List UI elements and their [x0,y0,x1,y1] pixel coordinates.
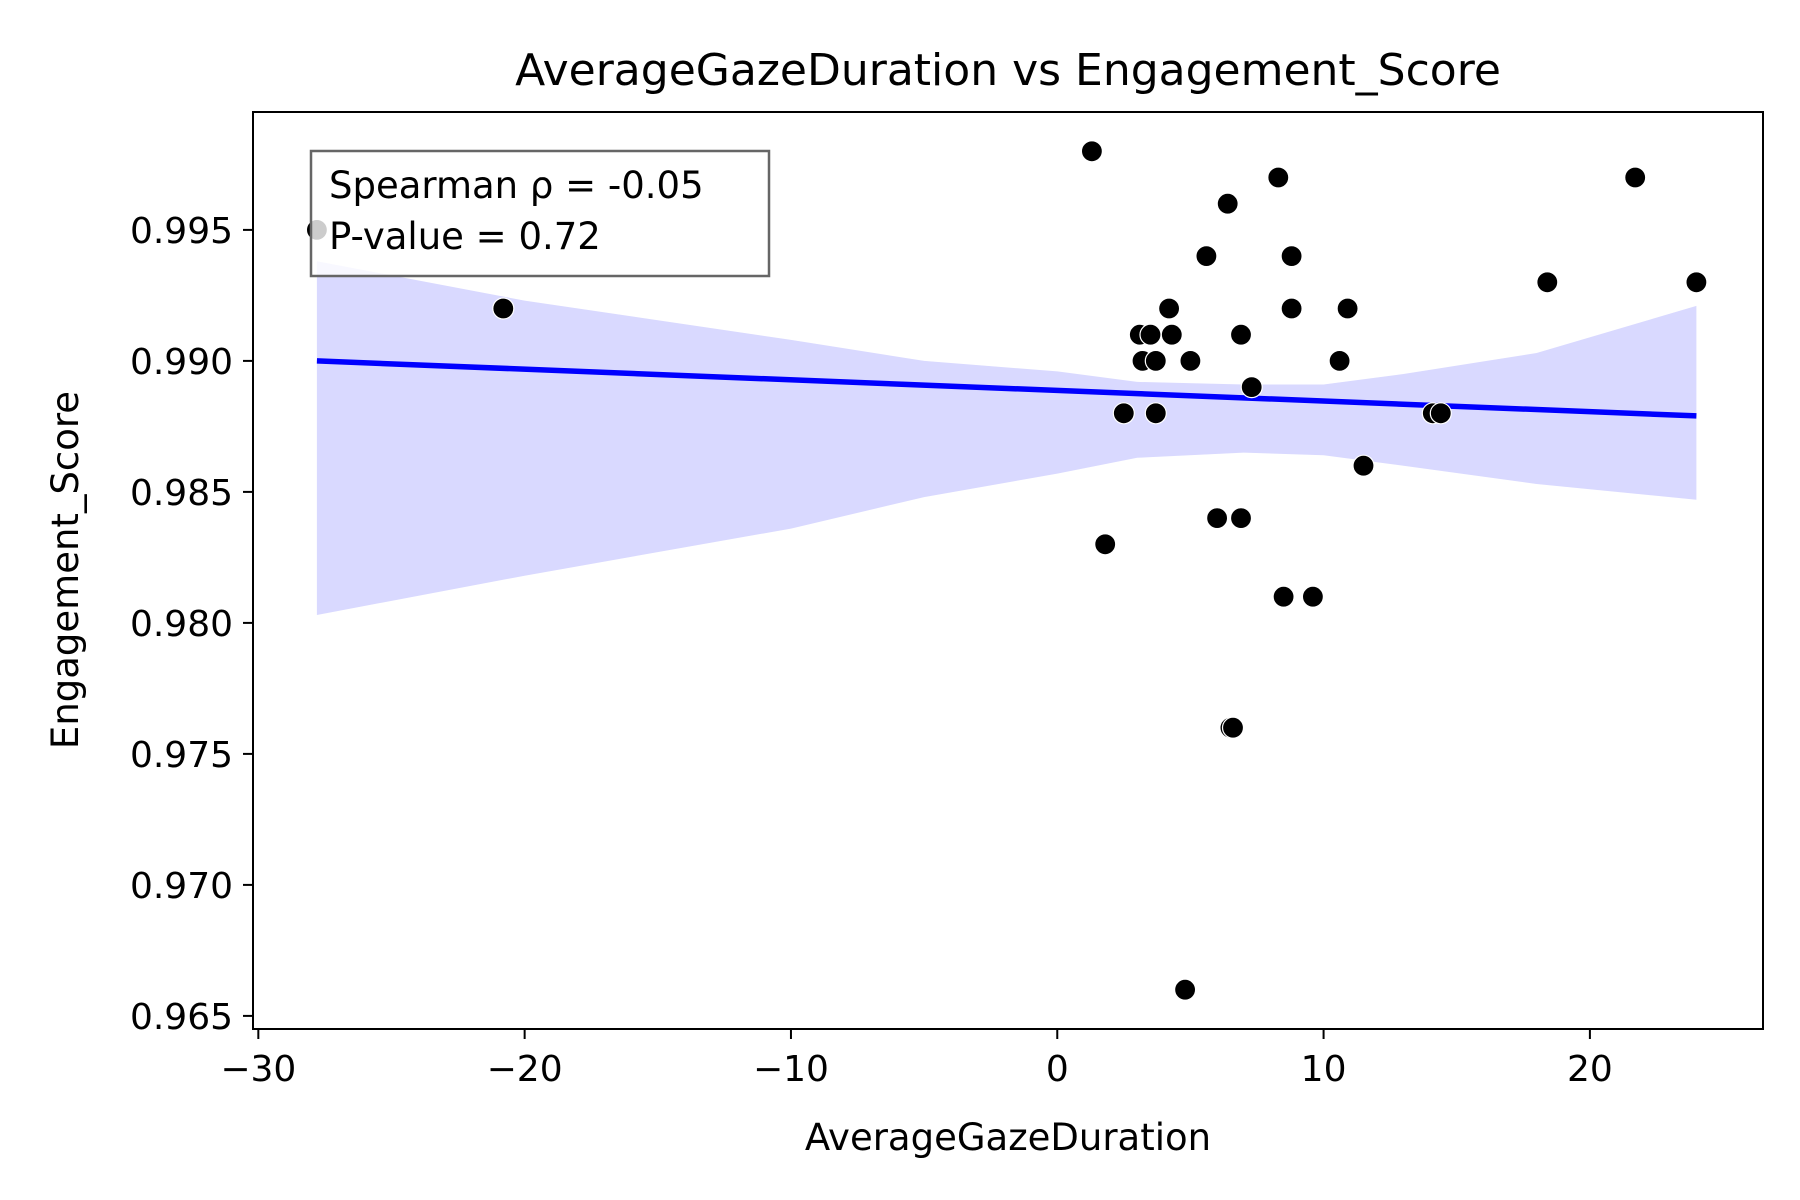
scatter-point-25 [1280,297,1303,320]
scatter-point-34 [1685,271,1708,294]
scatter-point-29 [1352,454,1375,477]
y-tick-label-0: 0.965 [130,997,233,1038]
x-axis: −30 −20 −10 0 10 20 [220,1029,1613,1090]
spearman-text: Spearman ρ = -0.05 [329,164,704,207]
scatter-point-16 [1216,192,1239,215]
axes-frame [252,111,1764,1030]
scatter-point-10 [1157,297,1181,320]
scatter-point-15 [1205,506,1229,530]
scatter-point-19 [1229,323,1253,346]
scatter-point-9 [1144,402,1167,425]
scatter-point-14 [1195,245,1218,268]
scatter-point-32 [1536,271,1559,294]
y-tick-label-6: 0.995 [130,211,233,252]
x-tick-label-4: 10 [1301,1049,1347,1090]
scatter-point-24 [1280,245,1303,268]
scatter-point-33 [1624,166,1647,189]
y-tick-label-2: 0.975 [130,735,233,776]
chart-title: AverageGazeDuration vs Engagement_Score [515,45,1501,96]
scatter-point-7 [1139,323,1162,346]
scatter-point-2 [1080,140,1104,163]
scatter-point-27 [1328,349,1351,372]
scatter-point-11 [1160,323,1183,346]
stats-annotation-box [309,149,771,278]
scatter-point-1 [492,297,515,320]
y-tick-label-1: 0.970 [130,866,233,907]
scatter-point-20 [1229,506,1253,530]
scatter-point-18 [1221,716,1245,739]
scatter-point-3 [1094,533,1117,556]
x-tick-label-0: −30 [220,1049,296,1090]
scatter-point-12 [1173,978,1197,1001]
plot-area [305,140,1708,1001]
x-tick-label-2: −10 [753,1049,829,1090]
regression-line [316,358,1697,419]
scatter-point-22 [1267,166,1290,189]
y-axis-label: Engagement_Score [44,391,87,749]
y-tick-label-4: 0.985 [130,473,233,514]
y-tick-label-3: 0.980 [130,604,233,645]
scatter-point-26 [1301,585,1325,608]
x-tick-label-3: 0 [1046,1049,1069,1090]
x-tick-label-1: −20 [487,1049,563,1090]
scatter-point-8 [1144,349,1167,372]
p-value-text: P-value = 0.72 [329,215,601,258]
x-tick-label-5: 20 [1567,1049,1613,1090]
y-tick-label-5: 0.990 [130,342,233,383]
confidence-band [316,261,1697,615]
scatter-point-13 [1179,349,1202,372]
scatter-point-31 [1429,402,1452,425]
stats-annotation: Spearman ρ = -0.05 P-value = 0.72 [309,149,771,278]
y-axis: 0.965 0.970 0.975 0.980 0.985 0.990 0.995 [130,211,253,1038]
x-axis-label: AverageGazeDuration [805,1116,1211,1159]
scatter-point-23 [1272,585,1295,608]
scatter-point-28 [1336,297,1359,320]
scatter-point-4 [1112,402,1135,425]
scatter-point-21 [1240,376,1263,399]
